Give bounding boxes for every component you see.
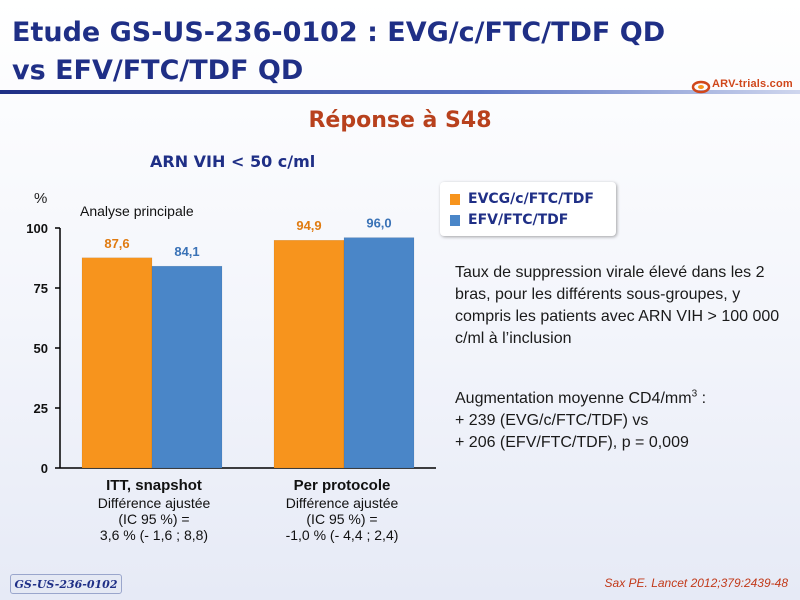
bar <box>151 265 223 469</box>
cd4-line-1: Augmentation moyenne CD4/mm3 : <box>455 388 785 410</box>
bar <box>273 239 345 469</box>
chart-annotation: Analyse principale <box>80 203 194 219</box>
bar <box>343 237 415 469</box>
data-label: 94,9 <box>296 218 321 233</box>
study-tag: GS-US-236-0102 <box>10 574 122 594</box>
logo-text: ARV-trials.com <box>712 78 793 90</box>
title-divider <box>0 90 800 94</box>
legend-item-2: EFV/FTC/TDF <box>450 210 568 230</box>
note-line: Différence ajustée <box>285 495 399 511</box>
suppression-note: Taux de suppression virale élevé dans le… <box>455 264 780 347</box>
category-name-pp: Per protocole <box>293 477 391 494</box>
category-name-itt: ITT, snapshot <box>106 477 202 494</box>
legend-swatch-orange <box>450 193 460 205</box>
data-label: 87,6 <box>104 236 129 251</box>
bar <box>81 257 153 469</box>
y-tick-label: 0 <box>41 461 48 476</box>
data-label: 96,0 <box>366 216 391 231</box>
chart-title: ARN VIH < 50 c/ml <box>150 152 316 171</box>
cd4-note: Augmentation moyenne CD4/mm3 : + 239 (EV… <box>455 388 785 454</box>
cd4-line-2: + 239 (EVG/c/FTC/TDF) vs <box>455 412 649 429</box>
note-line: 3,6 % (- 1,6 ; 8,8) <box>99 527 209 543</box>
y-tick-label: 50 <box>34 341 48 356</box>
note-line: Différence ajustée <box>97 495 211 511</box>
legend-label-2: EFV/FTC/TDF <box>468 212 569 228</box>
title-line-2: vs EFV/FTC/TDF QD <box>12 55 304 86</box>
citation: Sax PE. Lancet 2012;379:2439-48 <box>604 576 788 590</box>
y-tick-label: 75 <box>34 281 48 296</box>
arv-trials-logo: ARV-trials.com <box>690 74 800 98</box>
cd4-suffix: : <box>697 390 707 407</box>
slide-subtitle: Réponse à S48 <box>308 108 492 133</box>
note-line: -1,0 % (- 4,4 ; 2,4) <box>285 527 399 543</box>
note-line: (IC 95 %) = <box>118 511 190 527</box>
y-tick-label: 100 <box>26 221 48 236</box>
logo-swirl-icon <box>691 80 711 94</box>
cd4-prefix: Augmentation moyenne CD4/mm <box>455 390 692 407</box>
legend-item-1: EVCG/c/FTC/TDF <box>450 189 594 209</box>
category-label-per-protocol: Per protocole Différence ajustée (IC 95 … <box>252 476 432 543</box>
title-line-1: Etude GS-US-236-0102 : EVG/c/FTC/TDF QD <box>12 17 666 48</box>
y-tick-label: 25 <box>34 401 48 416</box>
data-label: 84,1 <box>174 244 199 259</box>
cd4-line-3: + 206 (EFV/FTC/TDF), p = 0,009 <box>455 434 689 451</box>
page-title: Etude GS-US-236-0102 : EVG/c/FTC/TDF QD … <box>12 14 692 90</box>
cd4-superscript: 3 <box>691 388 698 400</box>
y-axis-label: % <box>34 190 48 207</box>
note-line: (IC 95 %) = <box>306 511 378 527</box>
category-label-itt: ITT, snapshot Différence ajustée (IC 95 … <box>64 476 244 543</box>
legend-swatch-blue <box>450 214 460 226</box>
chart-legend: EVCG/c/FTC/TDF EFV/FTC/TDF <box>440 182 616 236</box>
legend-label-1: EVCG/c/FTC/TDF <box>468 191 594 207</box>
